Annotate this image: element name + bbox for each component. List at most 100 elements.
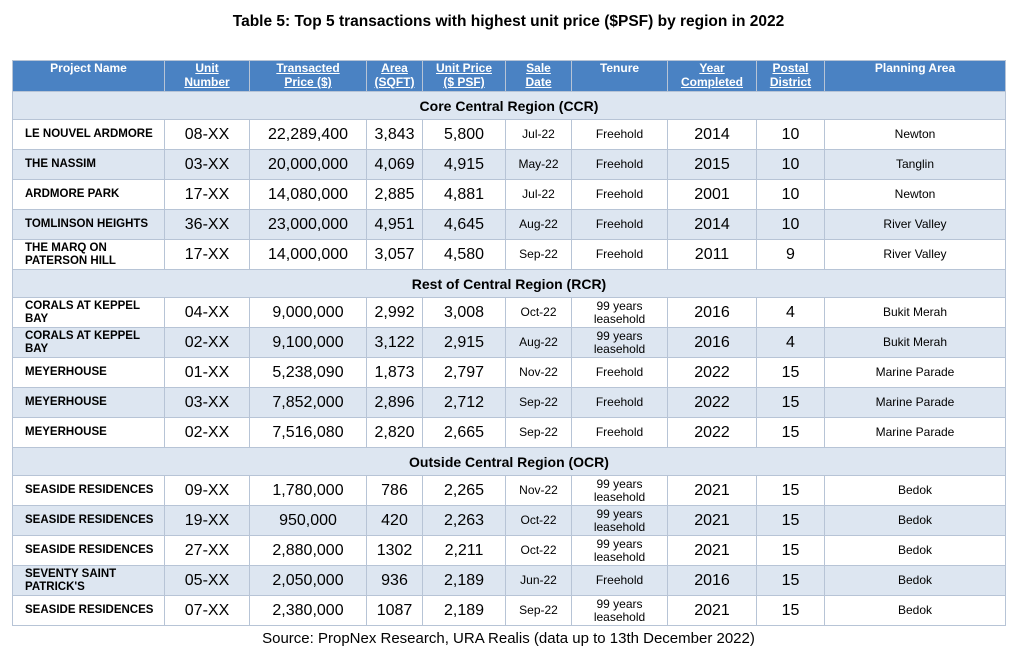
unit-number-cell: 03-XX xyxy=(164,149,250,180)
sale-date-cell: Sep-22 xyxy=(505,417,572,448)
source-note: Source: PropNex Research, URA Realis (da… xyxy=(262,630,755,647)
area-cell: 936 xyxy=(366,565,423,596)
area-cell: 4,069 xyxy=(366,149,423,180)
sale-date-cell: Jun-22 xyxy=(505,565,572,596)
region-label: Rest of Central Region (RCR) xyxy=(12,269,1006,298)
sale-date-cell: Nov-22 xyxy=(505,475,572,506)
table-row: TOMLINSON HEIGHTS 36-XX 23,000,000 4,951 4,6… xyxy=(12,209,1006,240)
postal-district-cell: 15 xyxy=(756,565,825,596)
year-completed-cell: 2001 xyxy=(667,179,757,210)
sale-date-cell: Jul-22 xyxy=(505,179,572,210)
area-cell: 3,843 xyxy=(366,119,423,150)
header-row: Project Name Unit Number Transacted Price ($… xyxy=(12,60,1006,92)
tenure-cell: Freehold xyxy=(571,149,668,180)
sale-date-cell: Sep-22 xyxy=(505,239,572,270)
project-name-cell: SEVENTY SAINT PATRICK'S xyxy=(12,565,165,596)
unit-price-cell: 4,881 xyxy=(422,179,506,210)
region-label: Outside Central Region (OCR) xyxy=(12,447,1006,476)
planning-area-cell: Bedok xyxy=(824,535,1006,566)
table-row: MEYERHOUSE 03-XX 7,852,000 2,896 2,712 Sep-22… xyxy=(12,387,1006,418)
sale-date-cell: Aug-22 xyxy=(505,327,572,358)
sale-date-cell: Sep-22 xyxy=(505,387,572,418)
unit-price-cell: 2,915 xyxy=(422,327,506,358)
tenure-cell: 99 years leasehold xyxy=(571,475,668,506)
unit-number-cell: 09-XX xyxy=(164,475,250,506)
planning-area-cell: Bukit Merah xyxy=(824,327,1006,358)
area-cell: 2,896 xyxy=(366,387,423,418)
planning-area-cell: Bukit Merah xyxy=(824,297,1006,328)
year-completed-cell: 2022 xyxy=(667,387,757,418)
tenure-cell: 99 years leasehold xyxy=(571,327,668,358)
unit-number-cell: 07-XX xyxy=(164,595,250,626)
table-body: Core Central Region (CCR) LE NOUVEL ARDMO… xyxy=(12,91,1006,626)
column-header-year-completed: Year Completed xyxy=(667,60,757,92)
area-cell: 1302 xyxy=(366,535,423,566)
area-cell: 420 xyxy=(366,505,423,536)
area-cell: 1,873 xyxy=(366,357,423,388)
area-cell: 2,820 xyxy=(366,417,423,448)
planning-area-cell: Tanglin xyxy=(824,149,1006,180)
unit-number-cell: 08-XX xyxy=(164,119,250,150)
postal-district-cell: 15 xyxy=(756,357,825,388)
postal-district-cell: 10 xyxy=(756,179,825,210)
unit-price-cell: 2,712 xyxy=(422,387,506,418)
unit-number-cell: 03-XX xyxy=(164,387,250,418)
tenure-cell: 99 years leasehold xyxy=(571,595,668,626)
project-name-cell: CORALS AT KEPPEL BAY xyxy=(12,297,165,328)
planning-area-cell: Marine Parade xyxy=(824,357,1006,388)
unit-number-cell: 19-XX xyxy=(164,505,250,536)
region-header-row: Outside Central Region (OCR) xyxy=(12,447,1006,476)
project-name-cell: THE MARQ ON PATERSON HILL xyxy=(12,239,165,270)
transacted-price-cell: 14,000,000 xyxy=(249,239,367,270)
year-completed-cell: 2014 xyxy=(667,209,757,240)
tenure-cell: Freehold xyxy=(571,239,668,270)
project-name-cell: MEYERHOUSE xyxy=(12,357,165,388)
unit-price-cell: 2,265 xyxy=(422,475,506,506)
postal-district-cell: 4 xyxy=(756,297,825,328)
year-completed-cell: 2021 xyxy=(667,505,757,536)
table-row: THE NASSIM 03-XX 20,000,000 4,069 4,915 May-2… xyxy=(12,149,1006,180)
sale-date-cell: Jul-22 xyxy=(505,119,572,150)
planning-area-cell: Marine Parade xyxy=(824,387,1006,418)
planning-area-cell: River Valley xyxy=(824,209,1006,240)
project-name-cell: CORALS AT KEPPEL BAY xyxy=(12,327,165,358)
tenure-cell: Freehold xyxy=(571,179,668,210)
transacted-price-cell: 7,516,080 xyxy=(249,417,367,448)
year-completed-cell: 2014 xyxy=(667,119,757,150)
unit-number-cell: 01-XX xyxy=(164,357,250,388)
unit-number-cell: 27-XX xyxy=(164,535,250,566)
transacted-price-cell: 9,000,000 xyxy=(249,297,367,328)
project-name-cell: TOMLINSON HEIGHTS xyxy=(12,209,165,240)
transacted-price-cell: 2,880,000 xyxy=(249,535,367,566)
table-row: THE MARQ ON PATERSON HILL 17-XX 14,000,000… xyxy=(12,239,1006,270)
table-row: ARDMORE PARK 17-XX 14,080,000 2,885 4,881 Jul… xyxy=(12,179,1006,210)
table-row: MEYERHOUSE 02-XX 7,516,080 2,820 2,665 Sep-22… xyxy=(12,417,1006,448)
table-title: Table 5: Top 5 transactions with highest… xyxy=(232,13,785,30)
project-name-cell: ARDMORE PARK xyxy=(12,179,165,210)
planning-area-cell: Bedok xyxy=(824,565,1006,596)
tenure-cell: Freehold xyxy=(571,387,668,418)
postal-district-cell: 10 xyxy=(756,119,825,150)
unit-number-cell: 17-XX xyxy=(164,239,250,270)
transacted-price-cell: 5,238,090 xyxy=(249,357,367,388)
tenure-cell: Freehold xyxy=(571,209,668,240)
table-row: CORALS AT KEPPEL BAY 04-XX 9,000,000 2,992 3… xyxy=(12,297,1006,328)
transacted-price-cell: 14,080,000 xyxy=(249,179,367,210)
area-cell: 1087 xyxy=(366,595,423,626)
transacted-price-cell: 2,380,000 xyxy=(249,595,367,626)
project-name-cell: MEYERHOUSE xyxy=(12,387,165,418)
transacted-price-cell: 7,852,000 xyxy=(249,387,367,418)
planning-area-cell: Bedok xyxy=(824,505,1006,536)
project-name-cell: SEASIDE RESIDENCES xyxy=(12,595,165,626)
unit-price-cell: 2,189 xyxy=(422,565,506,596)
project-name-cell: MEYERHOUSE xyxy=(12,417,165,448)
transacted-price-cell: 22,289,400 xyxy=(249,119,367,150)
area-cell: 2,992 xyxy=(366,297,423,328)
table-row: MEYERHOUSE 01-XX 5,238,090 1,873 2,797 Nov-22… xyxy=(12,357,1006,388)
sale-date-cell: Nov-22 xyxy=(505,357,572,388)
area-cell: 2,885 xyxy=(366,179,423,210)
region-header-row: Core Central Region (CCR) xyxy=(12,91,1006,120)
table-row: SEASIDE RESIDENCES 27-XX 2,880,000 1302 2,21… xyxy=(12,535,1006,566)
postal-district-cell: 15 xyxy=(756,387,825,418)
planning-area-cell: Newton xyxy=(824,179,1006,210)
